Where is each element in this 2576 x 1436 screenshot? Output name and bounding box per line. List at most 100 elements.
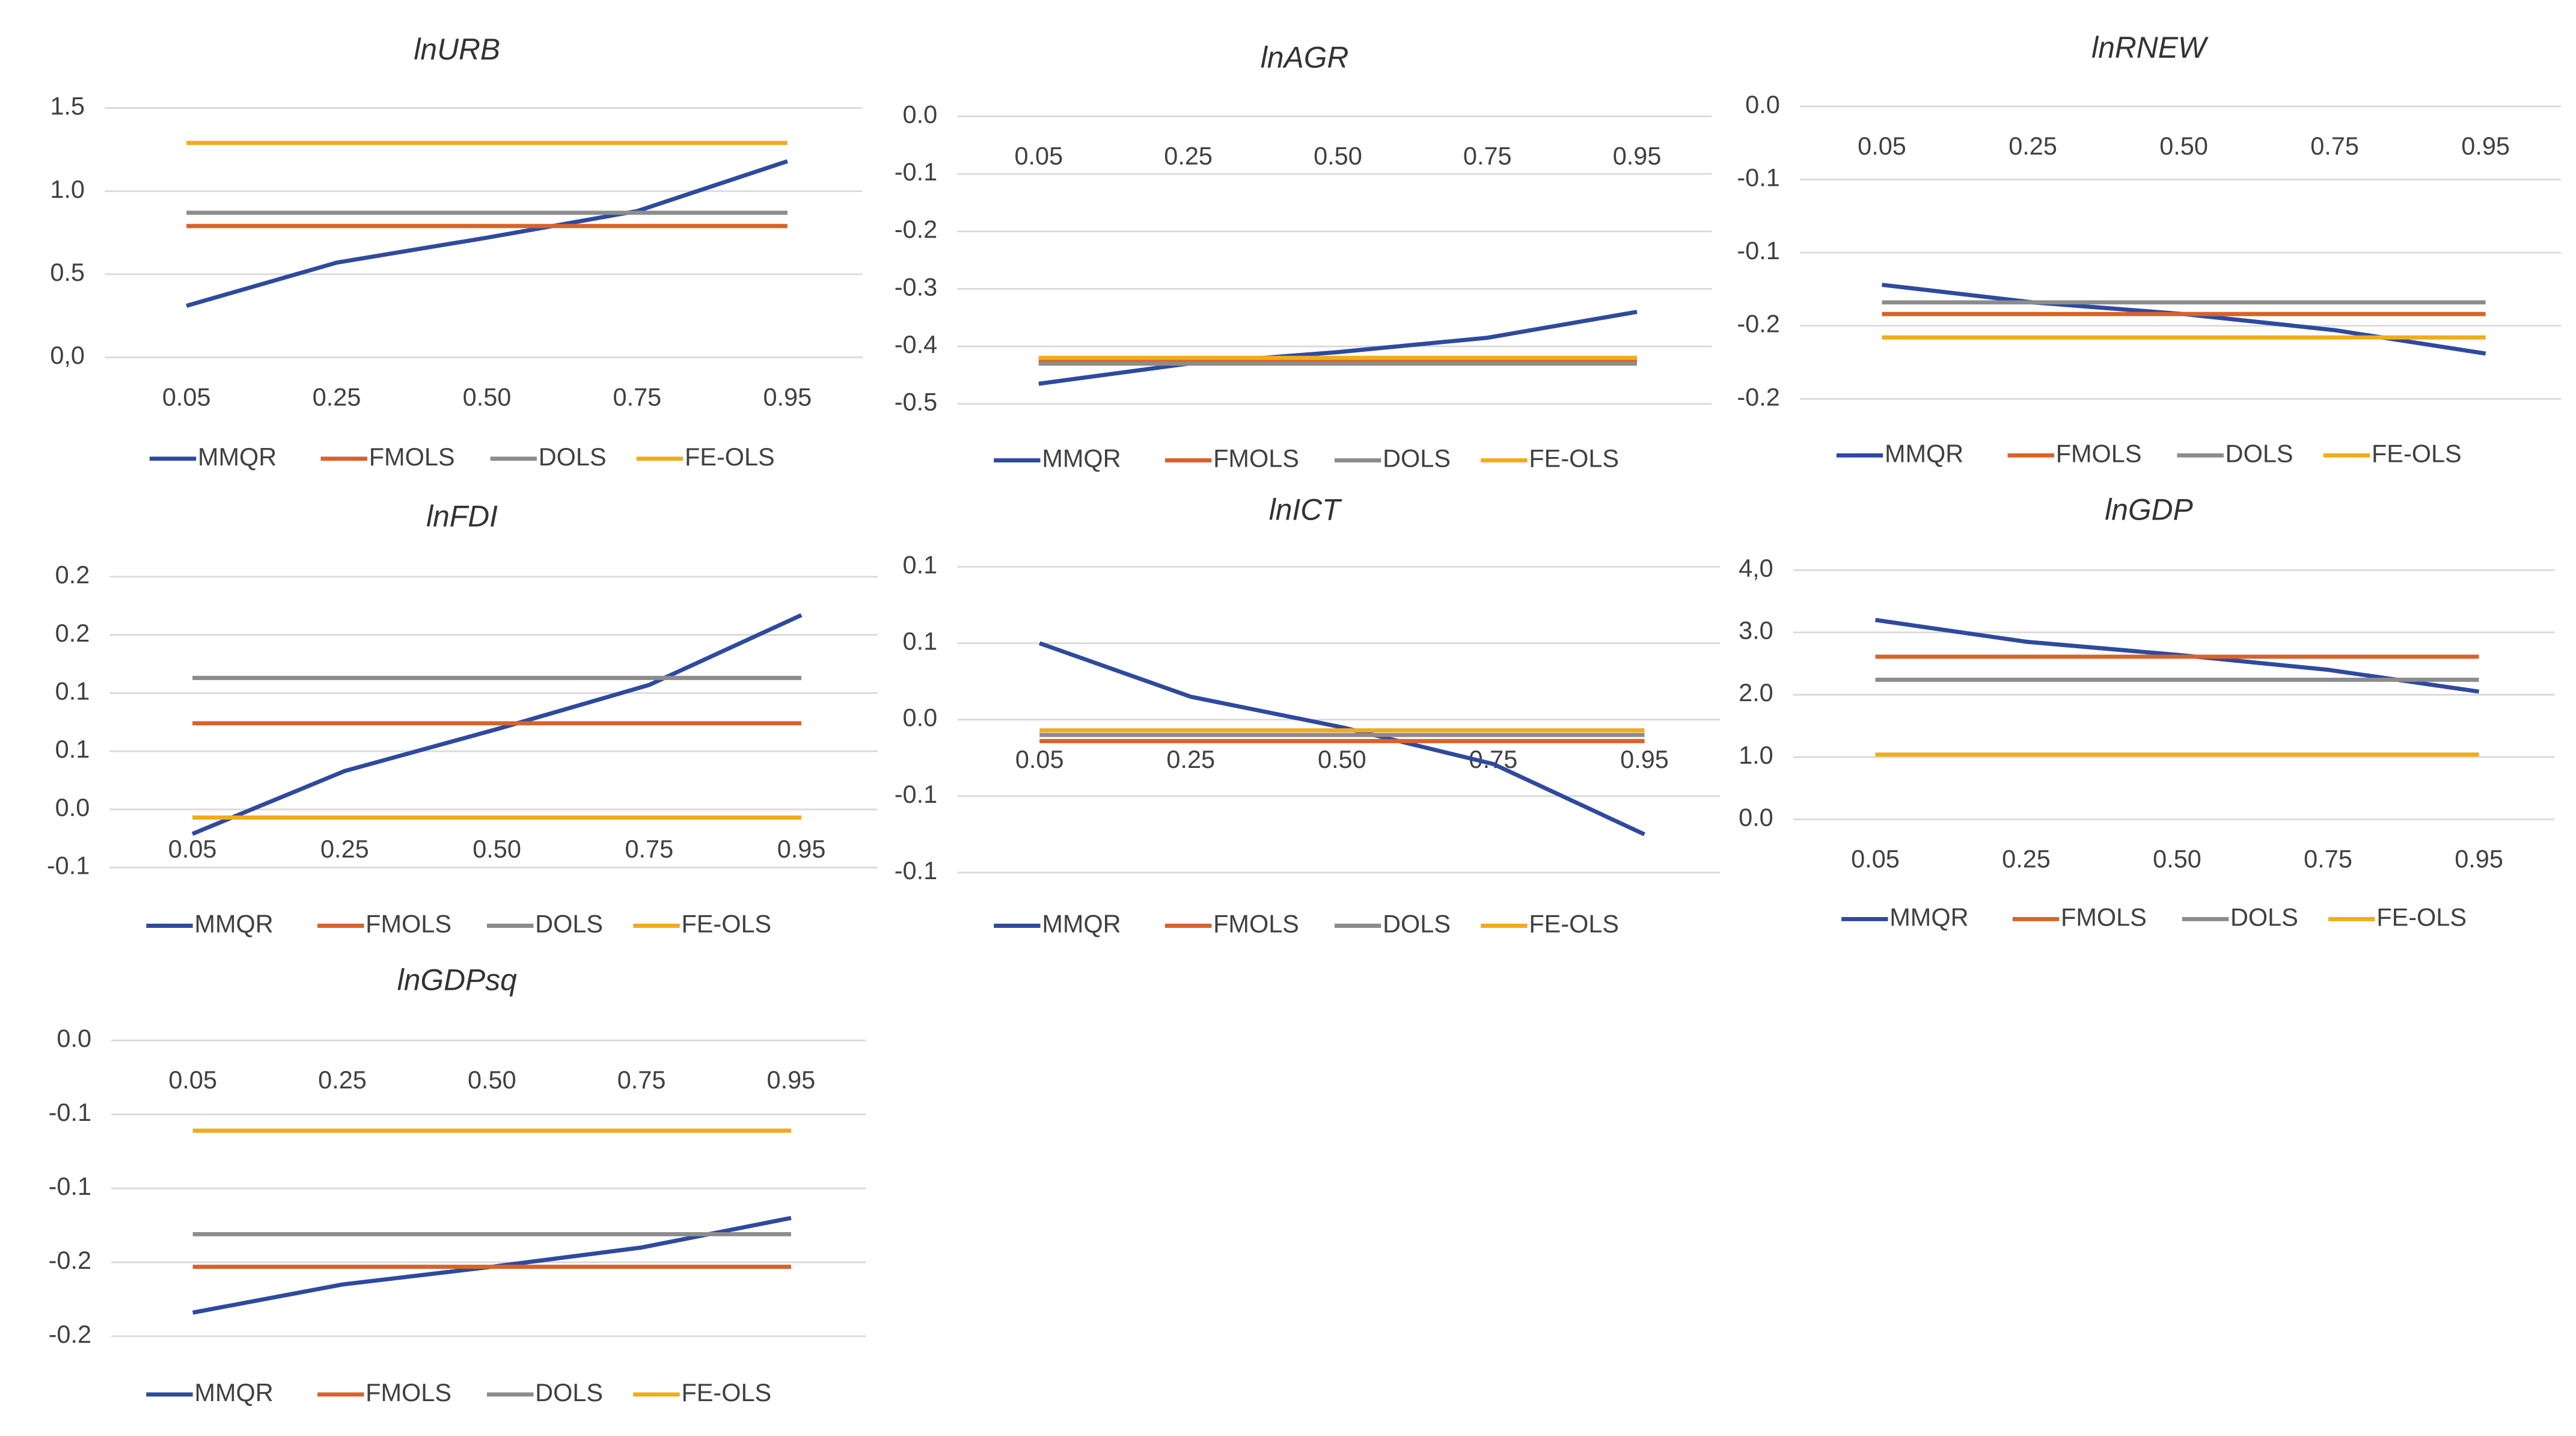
y-tick-label: 0.1 xyxy=(55,677,90,705)
legend-label: FE-OLS xyxy=(2372,439,2462,467)
y-tick-label: 0,0 xyxy=(50,341,85,369)
legend-label: MMQR xyxy=(1042,444,1121,473)
legend-label: DOLS xyxy=(2230,903,2298,931)
chart-title: lnURB xyxy=(414,32,500,66)
y-tick-label: -0.4 xyxy=(895,330,937,358)
legend-label: MMQR xyxy=(198,443,277,471)
x-tick-label: 0.75 xyxy=(2310,132,2359,160)
x-tick-label: 0.75 xyxy=(2304,845,2352,873)
series-line xyxy=(1882,283,2486,356)
legend-label: MMQR xyxy=(1889,903,1968,931)
x-tick-label: 0.75 xyxy=(625,835,673,863)
y-tick-label: -0.1 xyxy=(895,158,937,186)
y-tick-label: 0.0 xyxy=(57,1024,91,1052)
x-tick-label: 0.50 xyxy=(473,835,521,863)
legend-label: DOLS xyxy=(1383,444,1451,473)
y-tick-label: -0.2 xyxy=(49,1246,91,1274)
y-tick-label: -0.1 xyxy=(1737,163,1779,191)
y-tick-label: 0.0 xyxy=(55,793,90,821)
x-tick-label: 0.95 xyxy=(767,1066,816,1094)
x-tick-label: 0.95 xyxy=(763,382,812,411)
legend-label: FE-OLS xyxy=(1529,909,1619,937)
y-tick-label: -0.5 xyxy=(895,388,937,416)
x-tick-label: 0.50 xyxy=(2153,845,2201,873)
legend-label: FE-OLS xyxy=(1529,444,1619,473)
x-tick-label: 0.05 xyxy=(1015,745,1064,773)
x-tick-label: 0.75 xyxy=(617,1066,666,1094)
series-line xyxy=(1038,310,1638,386)
series-line xyxy=(191,613,803,836)
y-tick-label: -0.1 xyxy=(49,1172,91,1200)
y-tick-label: 4,0 xyxy=(1739,554,1773,582)
legend-label: DOLS xyxy=(535,1378,603,1407)
legend-label: DOLS xyxy=(539,443,607,471)
legend-label: MMQR xyxy=(1885,439,1963,467)
x-tick-label: 0.95 xyxy=(2455,845,2503,873)
chart-title: lnFDI xyxy=(426,499,498,533)
legend-label: FE-OLS xyxy=(681,1378,771,1407)
x-tick-label: 0.25 xyxy=(1166,745,1215,773)
x-tick-label: 0.50 xyxy=(463,382,512,411)
x-tick-label: 0.95 xyxy=(777,835,826,863)
x-tick-label: 0.05 xyxy=(1858,132,1906,160)
y-tick-label: -0.3 xyxy=(895,272,937,301)
y-tick-label: 0.1 xyxy=(55,735,90,763)
legend-label: DOLS xyxy=(535,909,603,937)
y-tick-label: -0.2 xyxy=(1737,310,1779,338)
legend-label: FE-OLS xyxy=(2376,903,2467,931)
x-tick-label: 0.50 xyxy=(2159,132,2208,160)
legend-label: FMOLS xyxy=(366,1378,451,1407)
x-tick-label: 0.25 xyxy=(2008,132,2057,160)
y-tick-label: -0.2 xyxy=(895,215,937,244)
legend-label: FE-OLS xyxy=(681,909,771,937)
y-tick-label: 0.2 xyxy=(55,560,90,589)
x-tick-label: 0.75 xyxy=(1463,142,1512,170)
legend-label: MMQR xyxy=(194,1378,273,1407)
y-tick-label: -0.2 xyxy=(1737,382,1779,411)
y-tick-label: 0.2 xyxy=(55,619,90,647)
x-tick-label: 0.05 xyxy=(168,835,217,863)
y-tick-label: 0.0 xyxy=(1739,803,1773,832)
legend-label: DOLS xyxy=(2226,439,2293,467)
x-tick-label: 0.50 xyxy=(1318,745,1366,773)
y-tick-label: -0.1 xyxy=(47,851,90,880)
x-tick-label: 0.95 xyxy=(2461,132,2510,160)
x-tick-label: 0.05 xyxy=(1014,142,1063,170)
legend-label: FMOLS xyxy=(369,443,455,471)
x-tick-label: 0.05 xyxy=(162,382,211,411)
legend-label: FMOLS xyxy=(2056,439,2142,467)
x-tick-label: 0.25 xyxy=(320,835,369,863)
y-tick-label: 0.0 xyxy=(903,704,938,732)
legend-label: FMOLS xyxy=(1213,909,1299,937)
chart-title: lnGDPsq xyxy=(397,963,517,997)
chart-title: lnAGR xyxy=(1261,41,1349,75)
x-tick-label: 0.25 xyxy=(318,1066,367,1094)
x-tick-label: 0.50 xyxy=(1314,142,1362,170)
y-tick-label: -0.2 xyxy=(49,1320,91,1348)
chart-title: lnICT xyxy=(1269,492,1342,526)
y-tick-label: 3.0 xyxy=(1739,616,1773,645)
legend-label: MMQR xyxy=(194,909,273,937)
series-line xyxy=(1039,641,1645,836)
y-tick-label: 0.5 xyxy=(50,258,85,286)
y-tick-label: -0.1 xyxy=(49,1098,91,1126)
y-tick-label: 0.0 xyxy=(1745,90,1780,118)
legend-label: FMOLS xyxy=(366,909,451,937)
y-tick-label: 0.1 xyxy=(903,627,938,655)
legend-label: MMQR xyxy=(1042,909,1121,937)
y-tick-label: -0.1 xyxy=(895,780,937,808)
y-tick-label: 0.0 xyxy=(903,100,938,128)
legend-label: DOLS xyxy=(1383,909,1451,937)
x-tick-label: 0.05 xyxy=(1851,845,1900,873)
x-tick-label: 0.05 xyxy=(168,1066,217,1094)
legend-label: FE-OLS xyxy=(685,443,775,471)
x-tick-label: 0.25 xyxy=(1164,142,1213,170)
y-tick-label: -0.1 xyxy=(895,856,937,885)
y-tick-label: -0.1 xyxy=(1737,236,1779,265)
x-tick-label: 0.95 xyxy=(1620,745,1669,773)
x-tick-label: 0.25 xyxy=(313,382,361,411)
legend-label: FMOLS xyxy=(1213,444,1299,473)
chart-title: lnRNEW xyxy=(2091,31,2209,64)
